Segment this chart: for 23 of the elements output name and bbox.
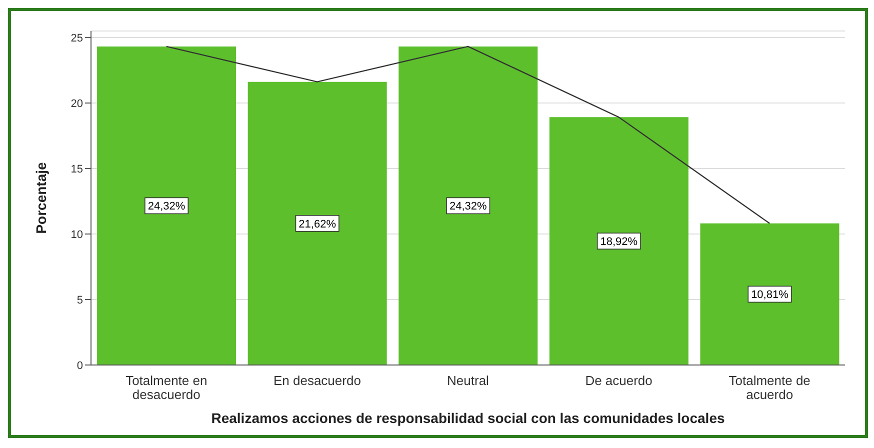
y-tick-label: 20 bbox=[70, 98, 83, 110]
bar bbox=[700, 223, 840, 365]
y-tick-label: 15 bbox=[70, 163, 83, 176]
data-label: 21,62% bbox=[298, 218, 336, 230]
data-label: 10,81% bbox=[751, 289, 789, 302]
y-axis-title: Porcentaje bbox=[32, 162, 49, 234]
x-tick-label: Neutral bbox=[447, 373, 490, 388]
y-tick-label: 25 bbox=[70, 32, 83, 44]
x-tick-label: Totalmente de acuerdo bbox=[728, 373, 810, 402]
bar bbox=[248, 82, 387, 365]
y-tick-label: 10 bbox=[70, 228, 83, 241]
bar bbox=[398, 46, 538, 365]
data-label: 24,32% bbox=[449, 200, 488, 213]
x-tick-label: Totalmente en desacuerdo bbox=[126, 373, 208, 402]
x-axis-title: Realizamos acciones de responsabilidad social con las comunidades locales bbox=[211, 410, 725, 426]
bar bbox=[549, 117, 688, 365]
x-tick-label: En desacuerdo bbox=[273, 373, 361, 388]
y-tick-label: 5 bbox=[76, 294, 83, 306]
data-label: 18,92% bbox=[600, 236, 638, 248]
x-tick-label: De acuerdo bbox=[585, 373, 652, 388]
data-label: 24,32% bbox=[148, 200, 186, 213]
y-tick-label: 0 bbox=[76, 360, 83, 372]
bar bbox=[97, 46, 236, 365]
